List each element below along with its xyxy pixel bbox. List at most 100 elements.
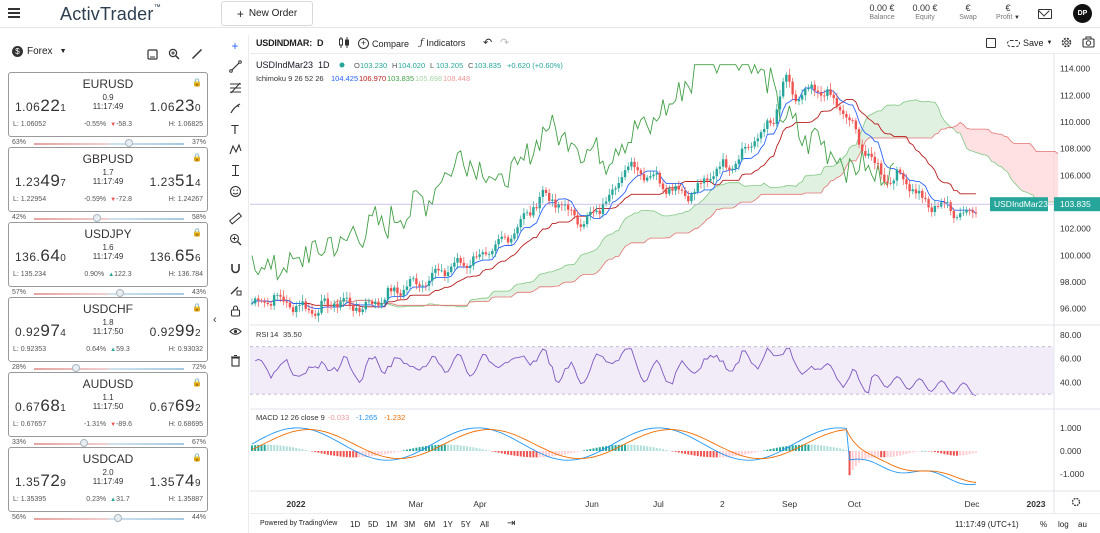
instrument-card-usdjpy[interactable]: USDJPY 🔒 136.640 1.6 11:17:49 136.656 L: 135.2… [8, 222, 208, 287]
date-range-icon[interactable]: ⇥ [507, 518, 516, 529]
macd-histogram-bar [437, 444, 440, 451]
buy-price[interactable]: 0.67692 [150, 396, 201, 416]
macd-histogram-bar [488, 450, 491, 452]
percent-toggle[interactable]: % [1040, 520, 1048, 529]
range-button-all[interactable]: All [480, 520, 489, 529]
macd-histogram-bar [377, 451, 380, 456]
instrument-card-usdcad[interactable]: USDCAD 🔒 1.35729 2.0 11:17:49 1.35749 L: 1.353… [8, 447, 208, 512]
macd-histogram-bar [491, 451, 494, 452]
macd-histogram-bar [532, 451, 535, 458]
camera-icon[interactable] [1082, 36, 1095, 50]
lock-icon[interactable]: 🔒 [192, 228, 202, 237]
trash-icon[interactable] [227, 352, 243, 368]
ruler-icon[interactable] [227, 210, 243, 226]
axis-settings-gear-icon[interactable] [1071, 497, 1081, 507]
lock-icon[interactable]: 🔒 [192, 378, 202, 387]
log-toggle[interactable]: log [1058, 520, 1069, 529]
text-tool-icon[interactable]: T [231, 121, 239, 137]
pair-name: GBPUSD [82, 152, 134, 166]
price-chart[interactable]: 114.000 112.000 110.000 108.000 106.000 104.0… [250, 54, 1100, 533]
magnet-icon[interactable] [227, 260, 243, 276]
pencil-icon[interactable] [191, 48, 203, 60]
trend-line-icon[interactable] [227, 58, 243, 74]
gear-icon[interactable] [1060, 36, 1073, 51]
fib-icon[interactable] [227, 79, 243, 95]
indicators-button[interactable]: ƒ Indicators [420, 38, 465, 48]
buy-price[interactable]: 136.656 [150, 246, 201, 266]
candle-body [854, 120, 858, 130]
macd-histogram-bar [450, 444, 453, 451]
macd-value: -1.232 [384, 413, 405, 422]
sell-price[interactable]: 1.35729 [15, 471, 66, 491]
zoom-in-icon[interactable] [227, 231, 243, 247]
candles-icon[interactable] [338, 36, 350, 51]
macd-histogram-bar [298, 448, 301, 451]
macd-value: -1.265 [356, 413, 377, 422]
range-button-1d[interactable]: 1D [350, 520, 361, 529]
undo-icon[interactable]: ↶ [483, 37, 493, 49]
quote-time: 11:17:49 [92, 252, 124, 261]
mail-icon[interactable] [1038, 9, 1052, 19]
range-button-1m[interactable]: 1M [386, 520, 398, 529]
instrument-card-eurusd[interactable]: EURUSD 🔒 1.06221 0.9 11:17:49 1.06230 L: 1.060… [8, 72, 208, 137]
sell-price[interactable]: 1.06221 [15, 96, 66, 116]
compare-button[interactable]: + Compare [358, 38, 409, 49]
lock-icon[interactable]: 🔒 [192, 78, 202, 87]
measure-range-icon[interactable] [227, 162, 243, 178]
instrument-card-gbpusd[interactable]: GBPUSD 🔒 1.23497 1.7 11:17:49 1.23514 L: 1.229… [8, 147, 208, 212]
symbol-search[interactable]: USDINDMAR: [256, 38, 312, 48]
pattern-icon[interactable] [227, 141, 243, 157]
new-order-button[interactable]: + New Order [221, 1, 313, 26]
sell-sentiment: 56% [12, 514, 27, 521]
menu-icon[interactable] [8, 8, 20, 18]
auto-toggle[interactable]: au [1078, 520, 1087, 529]
stay-drawing-icon[interactable] [227, 281, 243, 297]
emoji-icon[interactable] [227, 183, 243, 199]
macd-histogram-bar [750, 451, 753, 454]
instrument-card-usdchf[interactable]: USDCHF 🔒 0.92974 1.8 11:17:50 0.92992 L: 0.923… [8, 297, 208, 362]
market-selector[interactable]: $ Forex ▼ [12, 46, 67, 57]
candle-body [459, 257, 462, 263]
powered-by[interactable]: Powered by TradingView [260, 520, 338, 527]
range-button-5y[interactable]: 5Y [461, 520, 471, 529]
eye-icon[interactable] [227, 323, 243, 339]
lock-icon[interactable]: 🔒 [192, 153, 202, 162]
buy-price[interactable]: 1.06230 [150, 96, 201, 116]
change-points: -72.8 [116, 196, 133, 203]
macd-histogram-bar [930, 451, 933, 452]
avatar[interactable]: DP [1073, 4, 1092, 23]
macd-histogram-bar [772, 448, 775, 451]
macd-histogram-bar [314, 451, 317, 453]
buy-price[interactable]: 0.92992 [150, 321, 201, 341]
crosshair-icon[interactable]: + [231, 39, 239, 53]
sell-price[interactable]: 0.67681 [15, 396, 66, 416]
interval-button[interactable]: D [317, 38, 324, 48]
macd-histogram-bar [807, 444, 810, 451]
profit-label: Profit [996, 14, 1013, 21]
buy-price[interactable]: 1.35749 [150, 471, 201, 491]
sell-price[interactable]: 0.92974 [15, 321, 66, 341]
zoom-icon[interactable] [168, 48, 180, 60]
sell-price[interactable]: 136.640 [15, 246, 66, 266]
chevron-left-icon[interactable]: ‹ [213, 314, 217, 326]
range-button-1y[interactable]: 1Y [443, 520, 453, 529]
range-button-5d[interactable]: 5D [368, 520, 379, 529]
legend-ohlc-key: O [354, 61, 360, 70]
brush-icon[interactable] [227, 100, 243, 116]
sell-price[interactable]: 1.23497 [15, 171, 66, 191]
lock-icon[interactable]: 🔒 [192, 303, 202, 312]
macd-histogram-bar [731, 451, 734, 457]
range-button-3m[interactable]: 3M [404, 520, 416, 529]
instrument-card-audusd[interactable]: AUDUSD 🔒 0.67681 1.1 11:17:50 0.67692 L: 0.676… [8, 372, 208, 437]
lock-icon[interactable]: 🔒 [192, 453, 202, 462]
macd-tick-label: 0.000 [1060, 446, 1082, 456]
redo-icon[interactable]: ↷ [500, 37, 510, 49]
fullscreen-checkbox-icon[interactable] [986, 38, 996, 48]
buy-price[interactable]: 1.23514 [150, 171, 201, 191]
layout-icon[interactable] [146, 48, 158, 60]
profit-metric[interactable]: € Profit ▼ [990, 3, 1026, 23]
range-button-6m[interactable]: 6M [424, 520, 436, 529]
change-points: -58.3 [116, 121, 133, 128]
lock-icon[interactable] [227, 302, 243, 318]
save-button[interactable]: Save ▼ [1007, 38, 1052, 48]
